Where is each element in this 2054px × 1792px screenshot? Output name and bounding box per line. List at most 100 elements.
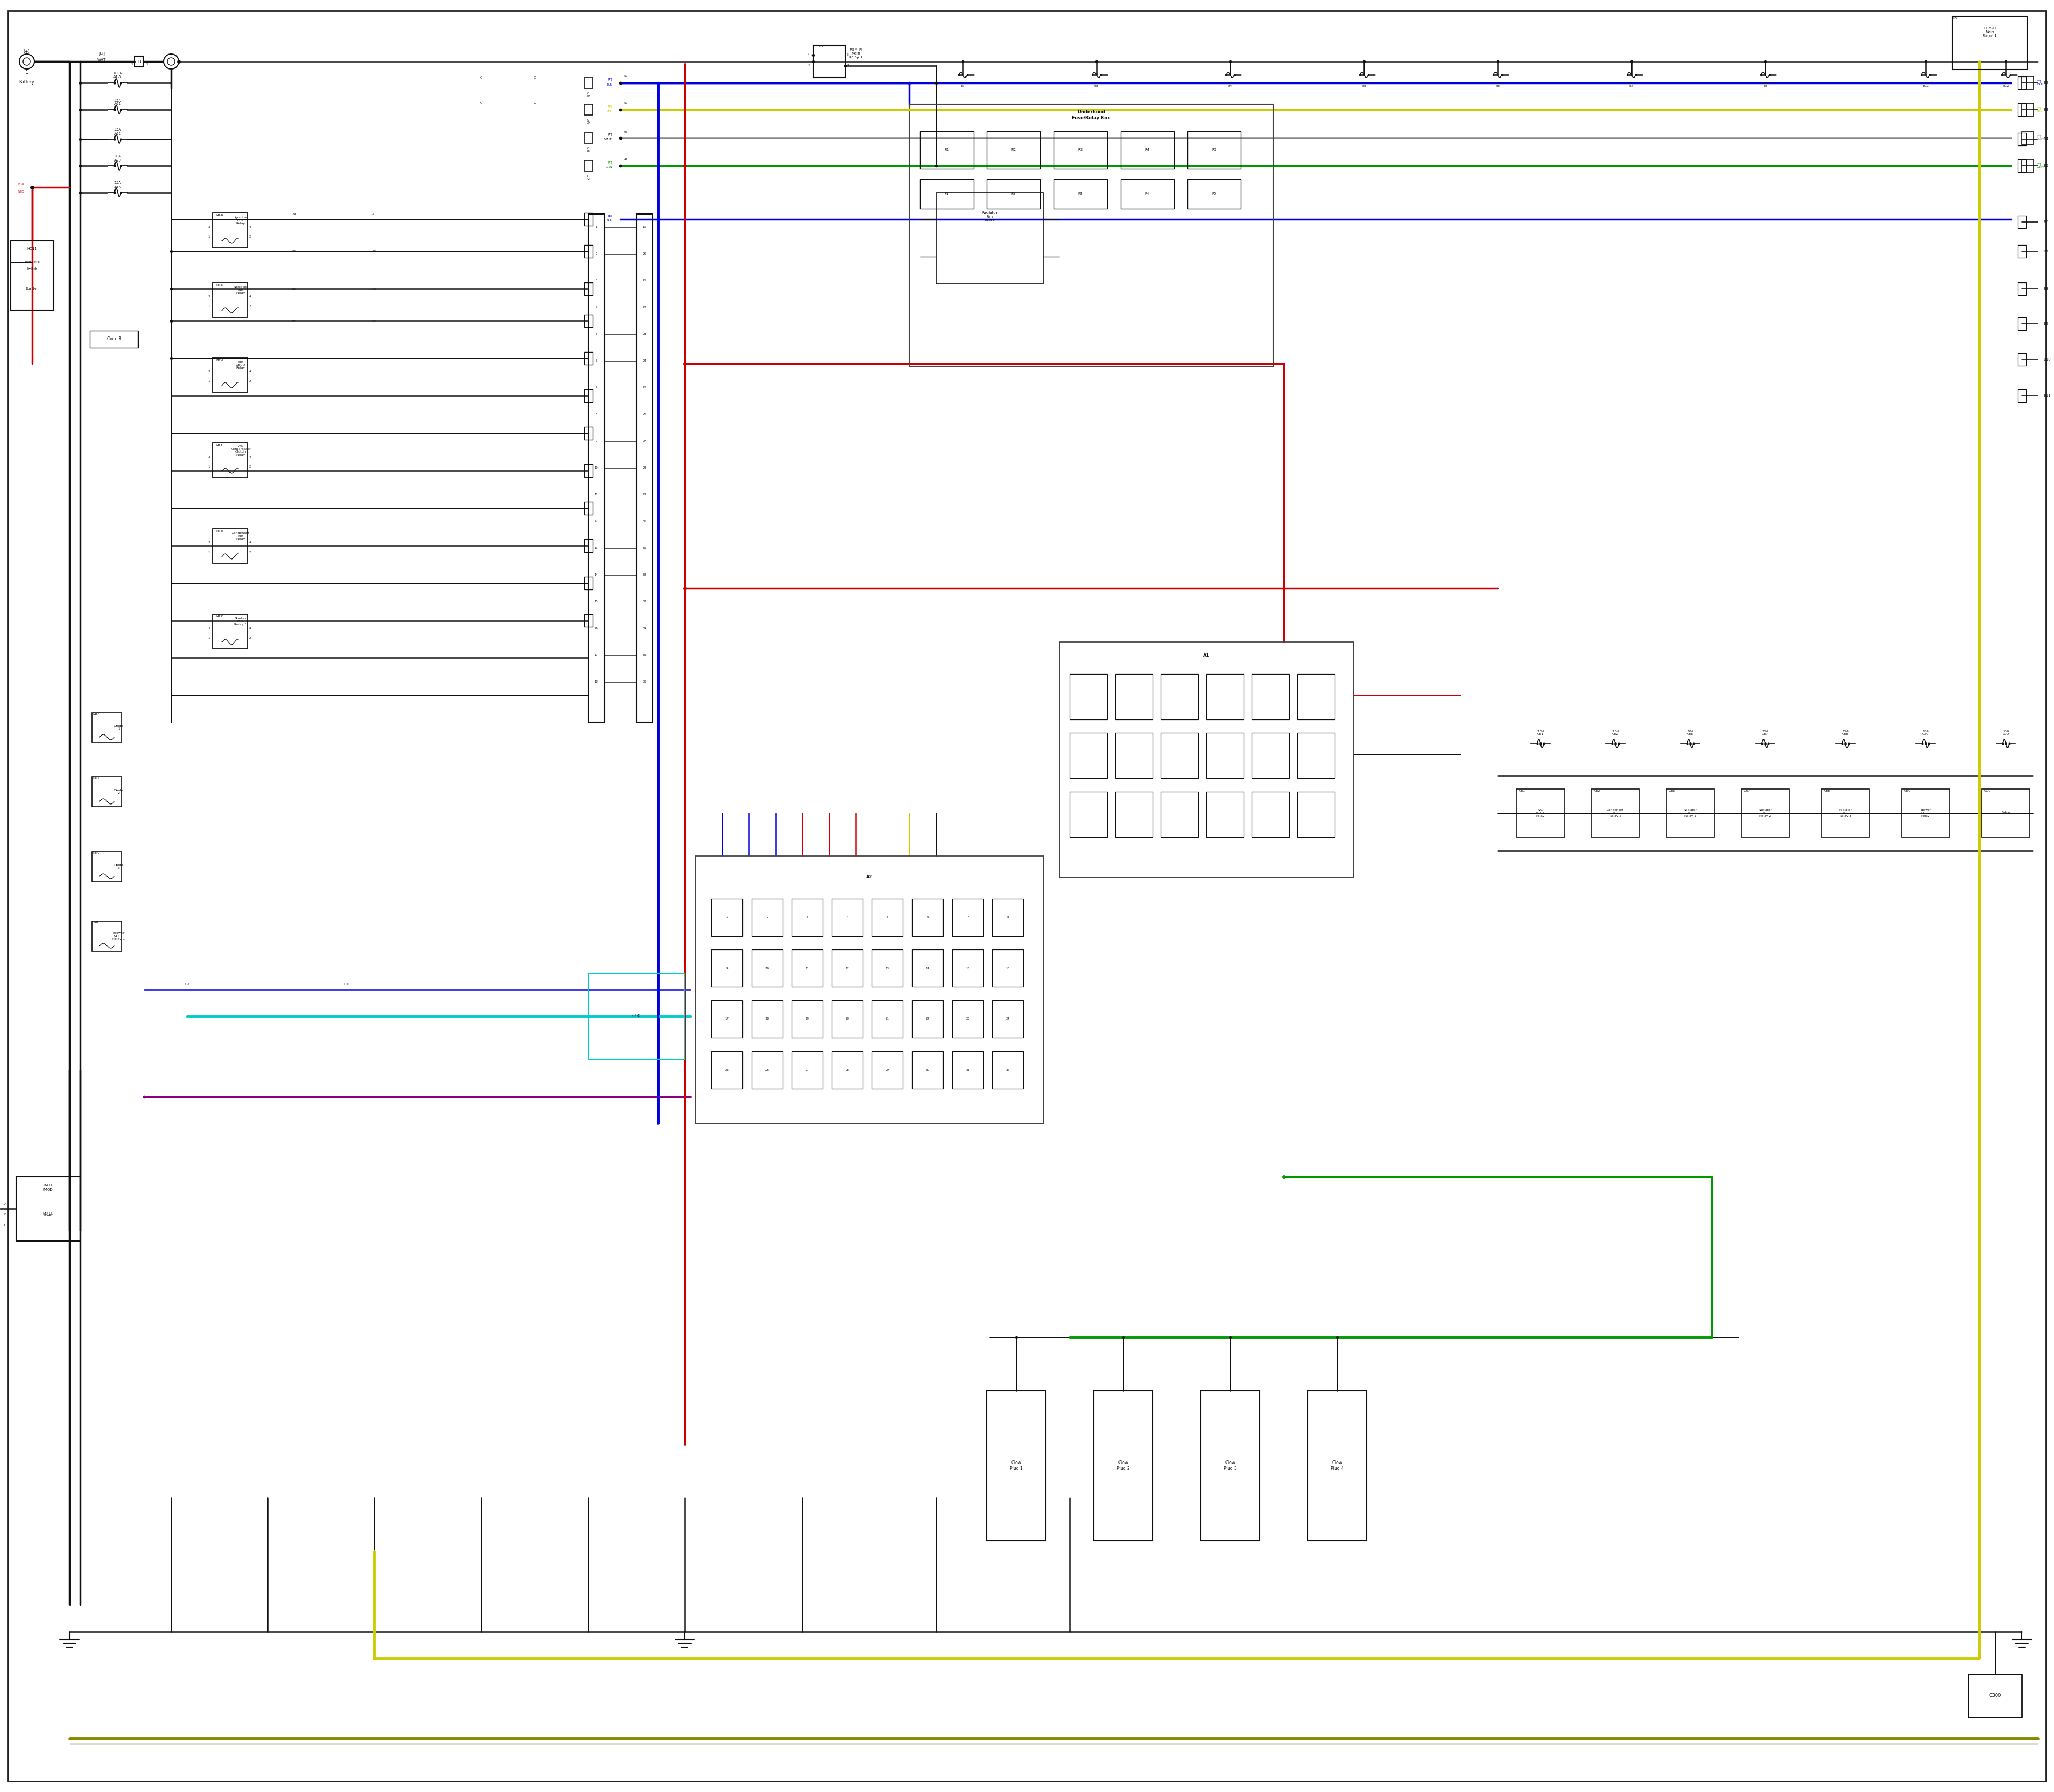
- Text: A4: A4: [372, 319, 376, 323]
- Text: C
42: C 42: [587, 174, 589, 181]
- Text: B: B: [4, 1213, 6, 1215]
- Text: [E]
YEL: [E] YEL: [2038, 108, 2044, 113]
- Text: 16: 16: [594, 627, 598, 629]
- Text: B2: B2: [292, 251, 296, 253]
- Text: M46: M46: [216, 358, 222, 362]
- Bar: [920, 179, 974, 208]
- Text: 10A
C86: 10A C86: [1686, 729, 1692, 737]
- Text: 10: 10: [766, 968, 768, 969]
- Text: 13: 13: [596, 547, 598, 550]
- Bar: [583, 351, 594, 366]
- Bar: [832, 898, 863, 935]
- Bar: [752, 1052, 783, 1088]
- Text: PGM-FI
Main
Relay 1: PGM-FI Main Relay 1: [1982, 27, 1996, 38]
- Text: Starter
Coil
Relay 1: Starter Coil Relay 1: [234, 616, 246, 625]
- Bar: [2017, 389, 2025, 401]
- Text: C90: C90: [633, 1014, 641, 1020]
- Text: M1: M1: [94, 921, 99, 925]
- Text: B9: B9: [2044, 323, 2048, 324]
- Text: G300: G300: [1988, 1693, 2001, 1699]
- Text: C87: C87: [1744, 788, 1750, 792]
- Text: 14: 14: [926, 968, 928, 969]
- Bar: [1308, 1391, 1366, 1541]
- Text: B4: B4: [292, 319, 296, 323]
- Bar: [1054, 179, 1107, 208]
- Text: 66: 66: [624, 131, 629, 133]
- Text: A/C
Clutch
Relay: A/C Clutch Relay: [1536, 808, 1545, 817]
- Text: Radiator
Fan
Relay: Radiator Fan Relay: [234, 285, 249, 294]
- Text: 20: 20: [643, 253, 647, 256]
- Text: A1: A1: [372, 213, 376, 215]
- Text: 10A
B2: 10A B2: [959, 82, 965, 88]
- Text: RED: RED: [16, 190, 25, 194]
- Text: 13: 13: [885, 968, 889, 969]
- Text: WHT: WHT: [604, 138, 612, 142]
- Bar: [587, 973, 684, 1059]
- Bar: [871, 898, 904, 935]
- Text: 18: 18: [766, 1018, 768, 1020]
- Text: 7.5A
C81: 7.5A C81: [1536, 729, 1545, 737]
- Text: C81: C81: [1520, 788, 1526, 792]
- Text: [E]: [E]: [608, 77, 612, 81]
- Bar: [1206, 792, 1243, 837]
- Bar: [92, 851, 121, 882]
- Text: C
66: C 66: [587, 147, 589, 152]
- Text: M47: M47: [92, 778, 101, 780]
- Text: Diode
2: Diode 2: [113, 788, 123, 794]
- Bar: [1206, 733, 1243, 778]
- Text: 59: 59: [624, 102, 629, 104]
- Text: 19: 19: [805, 1018, 809, 1020]
- Bar: [583, 133, 594, 143]
- Bar: [752, 898, 783, 935]
- Bar: [136, 56, 144, 66]
- Text: 15A
B8: 15A B8: [1762, 82, 1768, 88]
- Text: [E]
BLU: [E] BLU: [2038, 81, 2044, 86]
- Text: 10A
B3: 10A B3: [1093, 82, 1099, 88]
- Text: HC11: HC11: [27, 247, 37, 251]
- Bar: [583, 389, 594, 401]
- Text: F4: F4: [1146, 192, 1150, 195]
- Text: C88: C88: [1824, 788, 1830, 792]
- Text: 15A
B7: 15A B7: [1629, 82, 1635, 88]
- Text: Switch: Switch: [27, 267, 37, 271]
- Text: C: C: [534, 102, 536, 104]
- Text: 1: 1: [146, 63, 148, 66]
- Bar: [711, 1052, 741, 1088]
- Text: BLU: BLU: [606, 220, 612, 222]
- Bar: [214, 615, 249, 649]
- Bar: [1968, 1674, 2021, 1717]
- Text: 15: 15: [594, 600, 598, 604]
- Text: B5: B5: [2044, 165, 2048, 167]
- Text: [EI]: [EI]: [99, 52, 105, 56]
- Text: Glow
Plug 2: Glow Plug 2: [1117, 1460, 1130, 1471]
- Text: B11: B11: [2044, 394, 2050, 398]
- Text: Radiator
Fan
Switch: Radiator Fan Switch: [982, 211, 998, 222]
- Text: PGM-FI
Main
Relay 1: PGM-FI Main Relay 1: [848, 48, 863, 59]
- Bar: [953, 1052, 984, 1088]
- Bar: [583, 426, 594, 439]
- Bar: [583, 502, 594, 514]
- Text: A3: A3: [372, 287, 376, 290]
- Text: 17: 17: [725, 1018, 729, 1020]
- Bar: [711, 898, 741, 935]
- Bar: [1070, 733, 1107, 778]
- Text: 19: 19: [643, 226, 647, 229]
- Text: A: A: [4, 1202, 6, 1204]
- Text: B3: B3: [292, 287, 296, 290]
- Bar: [1070, 792, 1107, 837]
- Text: [E]: [E]: [608, 161, 612, 163]
- Bar: [1298, 792, 1335, 837]
- Text: [E]: [E]: [608, 133, 612, 136]
- Text: 17: 17: [594, 654, 598, 656]
- Text: 27: 27: [643, 441, 647, 443]
- Bar: [1161, 733, 1197, 778]
- Text: Blower
Motor
Relay 1: Blower Motor Relay 1: [113, 932, 125, 941]
- Text: 32: 32: [643, 573, 647, 577]
- Bar: [2017, 104, 2025, 116]
- Text: BATT
IMOD: BATT IMOD: [43, 1185, 53, 1192]
- Bar: [791, 950, 824, 987]
- Text: [E]
GRN: [E] GRN: [2038, 163, 2044, 168]
- Text: 10: 10: [594, 466, 598, 470]
- Bar: [1161, 792, 1197, 837]
- Bar: [1095, 1391, 1152, 1541]
